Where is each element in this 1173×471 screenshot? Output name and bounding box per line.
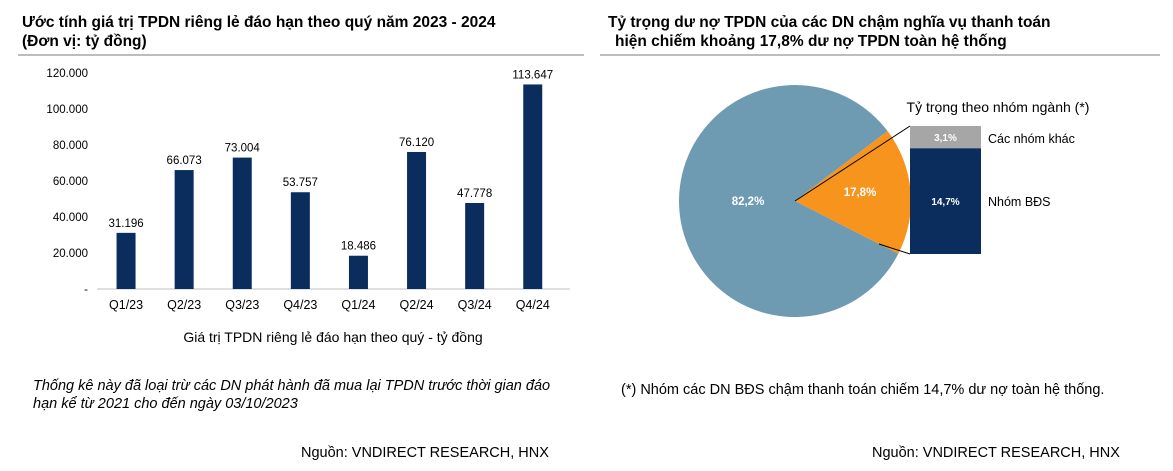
bar-value-label: 53.757	[283, 177, 318, 189]
bar	[290, 192, 310, 289]
breakdown-value-label: 14,7%	[931, 197, 959, 208]
x-tick-label: Q1/24	[341, 298, 375, 312]
pie-slice-label: 82,2%	[732, 196, 765, 208]
bar-value-label: 66.073	[167, 155, 202, 167]
breakdown-segment-name: Nhóm BĐS	[988, 195, 1051, 209]
y-tick-label: 80.000	[53, 140, 88, 152]
bar	[407, 151, 427, 289]
right-note: (*) Nhóm các DN BĐS chậm thanh toán chiế…	[621, 382, 1105, 398]
y-axis: - 20.000 40.000 60.000 80.000 100.000 120.000	[46, 68, 88, 296]
x-tick-label: Q2/24	[400, 298, 434, 312]
breakdown-segment	[910, 126, 981, 149]
bar-value-label: 18.486	[341, 241, 376, 253]
bar	[465, 202, 485, 289]
breakdown-segment	[910, 148, 981, 254]
pie-slice	[679, 84, 899, 317]
pie-chart: 82,2% 17,8% 3,1% Các nhóm khác 14,7% Nhóm BĐ…	[679, 84, 1090, 317]
right-chart-title-line1: Tỷ trọng dư nợ TPDN của các DN chậm nghĩ…	[608, 14, 1051, 31]
breakdown-title: Tỷ trọng theo nhóm ngành (*)	[907, 99, 1090, 115]
pie-series: 82,2% 17,8%	[679, 84, 911, 317]
y-tick-label: 40.000	[53, 212, 88, 224]
pie-connector-bottom	[878, 243, 911, 255]
x-tick-label: Q1/23	[109, 298, 143, 312]
breakdown-bar: 3,1% Các nhóm khác 14,7% Nhóm BĐS	[910, 126, 1075, 254]
left-source: Nguồn: VNDIRECT RESEARCH, HNX	[301, 445, 549, 461]
pie-slice-label: 17,8%	[844, 187, 877, 199]
bar	[348, 255, 368, 289]
y-tick-label: 20.000	[53, 248, 88, 260]
bar-value-label: 113.647	[512, 69, 553, 81]
right-source: Nguồn: VNDIRECT RESEARCH, HNX	[872, 445, 1120, 461]
pie-connector-top	[794, 125, 911, 202]
bar	[116, 232, 136, 289]
y-tick-label: 60.000	[53, 176, 88, 188]
x-tick-label: Q2/23	[167, 298, 201, 312]
bar-value-label: 47.778	[457, 188, 492, 200]
bar-value-label: 73.004	[225, 143, 261, 155]
bar-value-label: 76.120	[399, 137, 434, 149]
pie-slice	[795, 131, 911, 254]
right-title-divider	[600, 54, 1160, 56]
bar-series: 31.196 Q1/23 66.073 Q2/23 73.004 Q3/23 53.757 Q…	[108, 69, 553, 312]
x-axis-label: Giá trị TPDN riêng lẻ đáo hạn theo quý -…	[183, 329, 482, 345]
bar	[174, 170, 194, 289]
x-tick-label: Q4/23	[283, 298, 317, 312]
left-chart-title: Ước tính giá trị TPDN riêng lẻ đáo hạn t…	[22, 14, 496, 31]
left-title-divider	[18, 54, 584, 56]
x-tick-label: Q3/23	[225, 298, 259, 312]
x-tick-label: Q3/24	[458, 298, 492, 312]
right-chart-title-line2: hiện chiếm khoảng 17,8% dư nợ TPDN toàn …	[615, 33, 1007, 50]
bar	[523, 84, 543, 290]
breakdown-segment-name: Các nhóm khác	[988, 132, 1075, 146]
left-note: Thống kê này đã loại trừ các DN phát hàn…	[33, 378, 551, 412]
y-tick-label: 100.000	[46, 104, 88, 116]
bar-value-label: 31.196	[108, 218, 143, 230]
y-tick-label: 120.000	[46, 68, 88, 80]
bar	[232, 157, 252, 289]
y-tick-label: -	[84, 284, 88, 296]
bar-chart: -20.00040.00060.00080.000100.000120.000 …	[46, 68, 570, 345]
breakdown-value-label: 3,1%	[934, 133, 957, 144]
x-tick-label: Q4/24	[516, 298, 550, 312]
left-chart-unit: (Đơn vị: tỷ đồng)	[22, 33, 147, 50]
